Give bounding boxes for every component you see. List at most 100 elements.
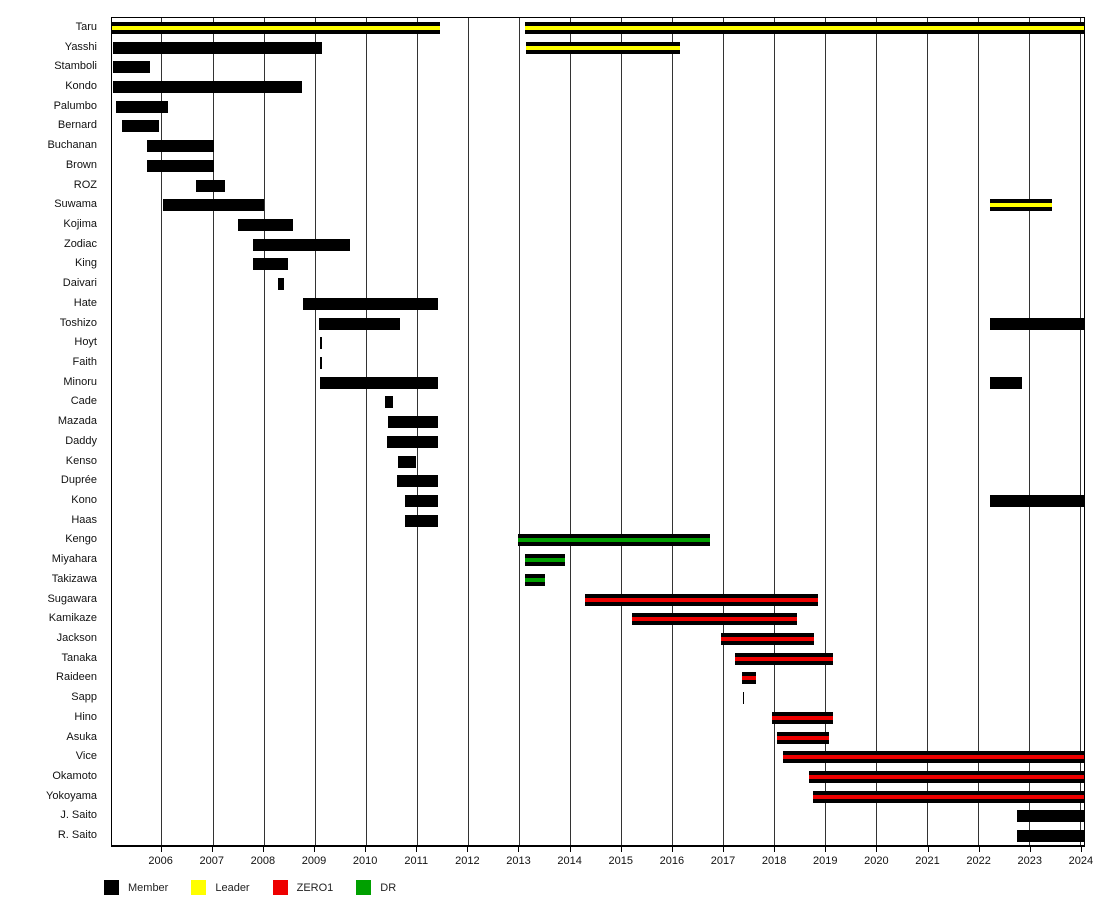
row-label-sugawara: Sugawara: [47, 592, 97, 605]
year-label-2013: 2013: [506, 855, 531, 867]
timeline-bar-taru-0: [112, 21, 441, 34]
row-label-kenso: Kenso: [65, 454, 97, 467]
tick-2008: [262, 847, 264, 852]
year-label-2021: 2021: [915, 855, 940, 867]
row-label-buchanan: Buchanan: [47, 139, 97, 152]
timeline-bar-king-0: [253, 258, 288, 271]
gridline-2012: [467, 18, 469, 845]
row-label-asuka: Asuka: [66, 730, 97, 743]
row-label-jackson: Jackson: [56, 632, 97, 644]
tick-2013: [518, 847, 520, 852]
row-label-suwama: Suwama: [54, 198, 97, 211]
tick-2017: [723, 847, 724, 852]
year-label-2010: 2010: [352, 855, 378, 867]
tick-2014: [569, 847, 571, 852]
row-label-mazada: Mazada: [57, 415, 97, 428]
year-label-2009: 2009: [301, 855, 327, 867]
row-label-j-saito: J. Saito: [60, 809, 97, 822]
year-label-2017: 2017: [710, 855, 736, 867]
timeline-bar-raideen-0: [742, 672, 756, 685]
timeline-bar-sugawara-0: [585, 593, 818, 606]
row-label-toshizo: Toshizo: [59, 316, 97, 329]
row-label-dupree: Duprée: [60, 474, 97, 487]
legend-label-leader: Leader: [215, 881, 250, 894]
year-label-2014: 2014: [557, 855, 582, 867]
row-label-daivari: Daivari: [62, 277, 97, 290]
row-label-yasshi: Yasshi: [64, 40, 97, 53]
timeline-bar-okamoto-0: [809, 771, 1084, 783]
row-label-zodiac: Zodiac: [63, 237, 97, 250]
row-label-brown: Brown: [65, 158, 97, 171]
year-label-2018: 2018: [761, 855, 787, 867]
gridline-2018: [773, 18, 775, 845]
row-label-roz: ROZ: [73, 178, 97, 191]
gridline-2010: [365, 18, 367, 845]
row-label-kengo: Kengo: [65, 533, 97, 546]
timeline-bar-daddy-0: [387, 435, 439, 448]
row-label-raideen: Raideen: [56, 671, 97, 684]
timeline-bar-kondo-0: [113, 81, 303, 93]
tick-2023: [1029, 847, 1031, 852]
timeline-bar-takizawa-0: [525, 573, 545, 586]
timeline-bar-daivari-0: [278, 278, 285, 291]
timeline-bar-brown-0: [146, 159, 214, 172]
tick-2015: [620, 847, 622, 852]
tick-2006: [160, 847, 162, 852]
gridline-2015: [620, 18, 622, 845]
timeline-bar-hino-0: [771, 711, 834, 724]
timeline-bar-minoru-1: [989, 376, 1022, 389]
gridline-2016: [671, 18, 673, 845]
tick-2019: [825, 847, 827, 852]
timeline-bar-miyahara-0: [525, 554, 565, 567]
timeline-bar-buchanan-0: [146, 140, 214, 153]
timeline-bar-mazada-0: [388, 416, 439, 429]
gridline-2011: [416, 18, 418, 845]
timeline-bar-haas-0: [404, 514, 439, 527]
timeline-bar-suwama-1: [989, 199, 1052, 212]
timeline-bar-r-saito-0: [1016, 830, 1084, 843]
row-label-palumbo: Palumbo: [53, 99, 97, 112]
timeline-bar-asuka-0: [776, 731, 830, 744]
timeline-bar-jackson-0: [720, 633, 814, 645]
gridline-2013: [518, 18, 520, 845]
legend: Member Leader ZERO1 DR: [104, 880, 396, 895]
tick-2016: [671, 847, 673, 852]
row-label-sapp: Sapp: [71, 691, 97, 704]
row-label-daddy: Daddy: [65, 434, 97, 447]
legend-item-dr: DR: [356, 880, 396, 895]
tick-2012: [467, 847, 469, 852]
timeline-bar-cade-0: [384, 396, 394, 409]
legend-swatch-dr: [356, 880, 372, 895]
row-label-takizawa: Takizawa: [51, 572, 97, 585]
timeline-bar-hoyt-0: [319, 337, 323, 350]
timeline-bar-suwama-0: [163, 199, 264, 212]
year-label-2007: 2007: [199, 855, 224, 867]
timeline-bar-yasshi-0: [113, 41, 323, 54]
timeline-bar-dupree-0: [396, 475, 439, 488]
timeline-bar-kono-0: [404, 495, 439, 507]
year-label-2019: 2019: [813, 855, 838, 867]
row-label-hate: Hate: [73, 296, 97, 309]
gridline-2024: [1079, 18, 1081, 845]
timeline-bar-roz-0: [195, 179, 225, 192]
x-axis-line: [111, 845, 1085, 847]
timeline-bar-kenso-0: [397, 455, 417, 468]
year-label-2020: 2020: [864, 855, 889, 867]
gridline-2019: [824, 18, 826, 845]
row-label-king: King: [74, 257, 97, 270]
timeline-bar-sapp-0: [742, 692, 745, 705]
legend-item-member: Member: [104, 880, 168, 895]
row-label-tanaka: Tanaka: [61, 651, 97, 664]
legend-item-zero1: ZERO1: [272, 880, 333, 895]
legend-item-leader: Leader: [191, 880, 250, 895]
timeline-bar-faith-0: [319, 357, 323, 369]
timeline-bar-kengo-0: [517, 534, 710, 547]
row-label-kamikaze: Kamikaze: [48, 612, 97, 625]
year-label-2012: 2012: [455, 855, 480, 867]
row-label-kondo: Kondo: [65, 80, 97, 92]
tick-2011: [416, 847, 418, 852]
legend-label-dr: DR: [380, 881, 397, 894]
timeline-bar-toshizo-1: [989, 317, 1084, 330]
gridline-2020: [875, 18, 877, 845]
